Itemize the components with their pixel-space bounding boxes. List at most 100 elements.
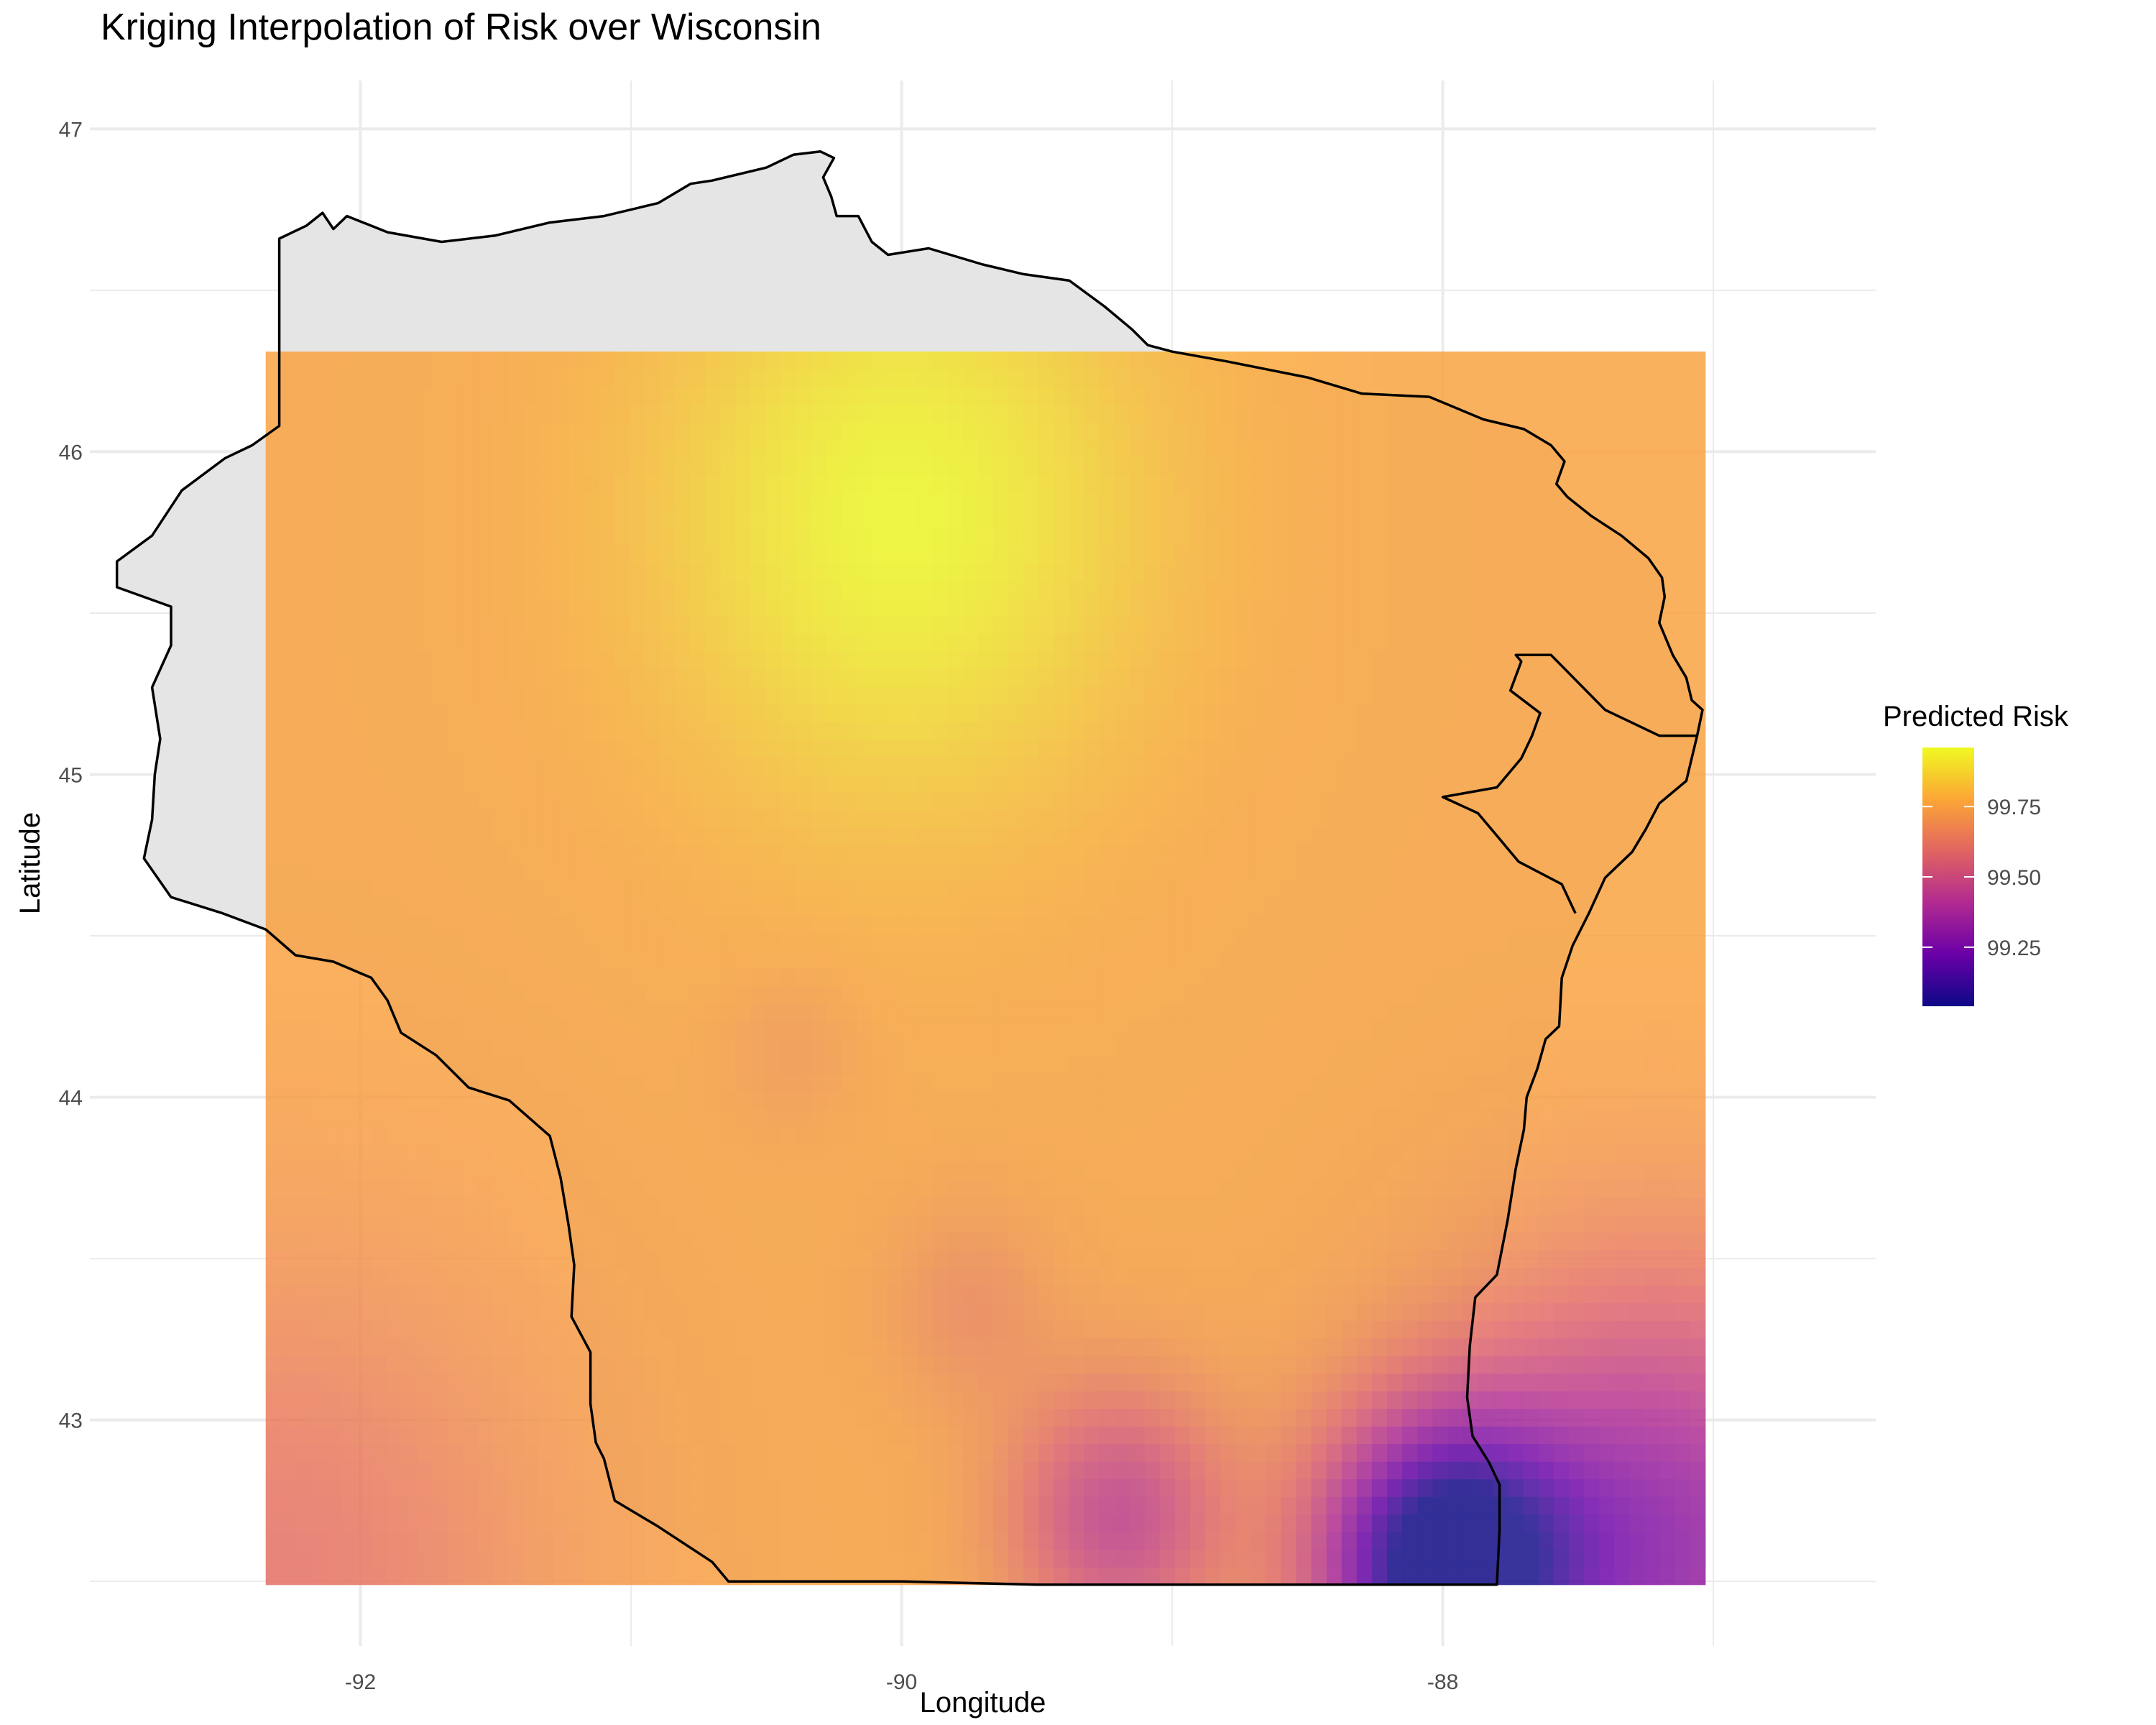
raster-cell xyxy=(402,827,418,845)
raster-cell xyxy=(341,774,357,793)
raster-cell xyxy=(584,615,600,634)
raster-cell xyxy=(644,967,660,986)
raster-cell xyxy=(326,739,342,758)
raster-cell xyxy=(1084,1391,1100,1409)
raster-cell xyxy=(477,633,494,652)
raster-cell xyxy=(690,474,706,493)
raster-cell xyxy=(356,1232,372,1251)
raster-cell xyxy=(1129,1232,1146,1251)
raster-cell xyxy=(1129,1091,1146,1110)
raster-cell xyxy=(477,492,494,511)
raster-cell xyxy=(629,1514,645,1532)
raster-cell xyxy=(584,880,600,898)
raster-cell xyxy=(1144,563,1161,581)
raster-cell xyxy=(765,633,782,652)
raster-cell xyxy=(796,404,812,423)
raster-cell xyxy=(417,351,433,370)
raster-cell xyxy=(992,950,1009,969)
raster-cell xyxy=(1038,1091,1054,1110)
raster-cell xyxy=(341,1320,357,1339)
raster-cell xyxy=(432,1391,448,1409)
raster-cell xyxy=(341,1215,357,1233)
raster-cell xyxy=(295,1391,312,1409)
raster-cell xyxy=(523,704,539,722)
raster-cell xyxy=(811,686,827,704)
raster-cell xyxy=(614,1250,630,1269)
raster-cell xyxy=(1205,439,1221,458)
raster-cell xyxy=(599,686,615,704)
raster-cell xyxy=(326,404,342,423)
raster-cell xyxy=(1235,1302,1251,1321)
raster-cell xyxy=(280,1496,297,1515)
raster-cell xyxy=(372,474,387,493)
raster-cell xyxy=(902,351,918,370)
raster-cell xyxy=(265,862,282,880)
raster-cell xyxy=(341,457,357,476)
raster-cell xyxy=(629,1443,645,1462)
raster-cell xyxy=(372,580,387,599)
raster-cell xyxy=(417,1532,433,1550)
raster-cell xyxy=(1008,545,1024,564)
raster-cell xyxy=(599,563,615,581)
raster-cell xyxy=(932,1126,949,1145)
raster-cell xyxy=(1144,1302,1161,1321)
raster-cell xyxy=(584,1162,600,1180)
raster-cell xyxy=(1144,545,1161,564)
raster-cell xyxy=(902,756,918,775)
raster-cell xyxy=(857,668,872,687)
raster-cell xyxy=(493,1144,509,1163)
raster-cell xyxy=(568,1109,585,1128)
raster-cell xyxy=(447,563,464,581)
raster-cell xyxy=(553,739,569,758)
raster-cell xyxy=(887,721,903,740)
raster-cell xyxy=(1189,633,1206,652)
raster-cell xyxy=(917,721,934,740)
raster-cell xyxy=(311,1074,327,1092)
raster-cell xyxy=(432,1514,448,1532)
raster-cell xyxy=(1281,1478,1297,1497)
raster-cell xyxy=(402,739,418,758)
raster-cell xyxy=(1084,1461,1100,1480)
raster-cell xyxy=(811,598,827,617)
raster-cell xyxy=(1054,1391,1069,1409)
raster-cell xyxy=(447,369,464,387)
raster-cell xyxy=(780,1144,797,1163)
raster-cell xyxy=(962,967,979,986)
raster-cell xyxy=(523,1091,539,1110)
raster-cell xyxy=(842,1514,857,1532)
raster-cell xyxy=(614,1074,630,1092)
raster-cell xyxy=(1235,1039,1251,1057)
raster-cell xyxy=(387,809,403,828)
raster-cell xyxy=(1189,1302,1206,1321)
raster-cell xyxy=(780,510,797,528)
raster-cell xyxy=(447,1567,464,1586)
raster-cell xyxy=(1144,1144,1161,1163)
raster-cell xyxy=(1326,774,1342,793)
raster-cell xyxy=(947,563,964,581)
raster-cell xyxy=(356,1461,372,1480)
raster-cell xyxy=(735,827,752,845)
raster-cell xyxy=(872,1320,888,1339)
raster-cell xyxy=(857,862,872,880)
raster-cell xyxy=(750,1197,767,1215)
raster-cell xyxy=(1189,404,1206,423)
raster-cell xyxy=(372,387,387,405)
raster-cell xyxy=(1174,1532,1191,1550)
raster-cell xyxy=(1099,668,1115,687)
raster-cell xyxy=(887,739,903,758)
raster-cell xyxy=(311,1126,327,1145)
raster-cell xyxy=(1023,563,1039,581)
raster-cell xyxy=(1311,1162,1327,1180)
raster-cell xyxy=(796,1285,812,1304)
raster-cell xyxy=(326,950,342,969)
raster-cell xyxy=(977,1003,994,1022)
raster-cell xyxy=(977,1320,994,1339)
raster-cell xyxy=(977,1496,994,1515)
raster-cell xyxy=(1250,686,1266,704)
raster-cell xyxy=(493,474,509,493)
raster-cell xyxy=(599,1179,615,1198)
raster-cell xyxy=(1250,1443,1266,1462)
raster-cell xyxy=(735,774,752,793)
raster-cell xyxy=(720,1232,736,1251)
raster-cell xyxy=(1129,827,1146,845)
